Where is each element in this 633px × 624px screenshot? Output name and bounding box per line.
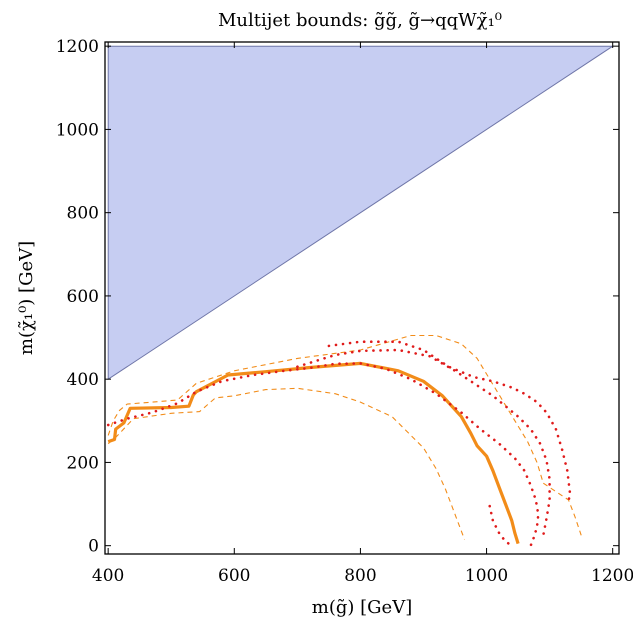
orange-dashed-line-3 — [542, 482, 582, 536]
y-tick-label-1000: 1000 — [56, 120, 99, 140]
red-dotted-line-7 — [327, 340, 572, 506]
orange-solid-line-1 — [107, 361, 520, 545]
chart-title: Multijet bounds: g̃g̃, g̃→qqWχ̃₁⁰ — [218, 10, 502, 31]
x-tick-label-1000: 1000 — [465, 566, 508, 586]
orange-dashed-line-4 — [107, 387, 466, 540]
axis-ticks: 400 600 800 1000 1200 0 200 400 600 800 1000 1200 — [56, 37, 633, 586]
plot-area — [106, 45, 615, 548]
y-tick-label-600: 600 — [67, 287, 99, 307]
x-axis-title: m(g̃) [GeV] — [312, 597, 412, 618]
red-dotted-line-8 — [488, 504, 514, 548]
y-tick-label-400: 400 — [67, 370, 99, 390]
plot-frame — [104, 41, 620, 555]
excluded-region-0 — [107, 45, 615, 381]
red-dotted-line-6 — [296, 348, 551, 537]
x-tick-label-600: 600 — [218, 566, 250, 586]
x-tick-label-1200: 1200 — [591, 566, 633, 586]
red-dotted-line-5 — [106, 362, 540, 548]
y-tick-label-800: 800 — [67, 204, 99, 224]
x-tick-label-400: 400 — [92, 566, 124, 586]
x-tick-label-800: 800 — [344, 566, 376, 586]
y-tick-label-0: 0 — [88, 537, 99, 557]
y-axis-title: m(χ̃₁⁰) [GeV] — [16, 241, 37, 355]
y-tick-label-1200: 1200 — [56, 37, 99, 57]
y-tick-label-200: 200 — [67, 453, 99, 473]
